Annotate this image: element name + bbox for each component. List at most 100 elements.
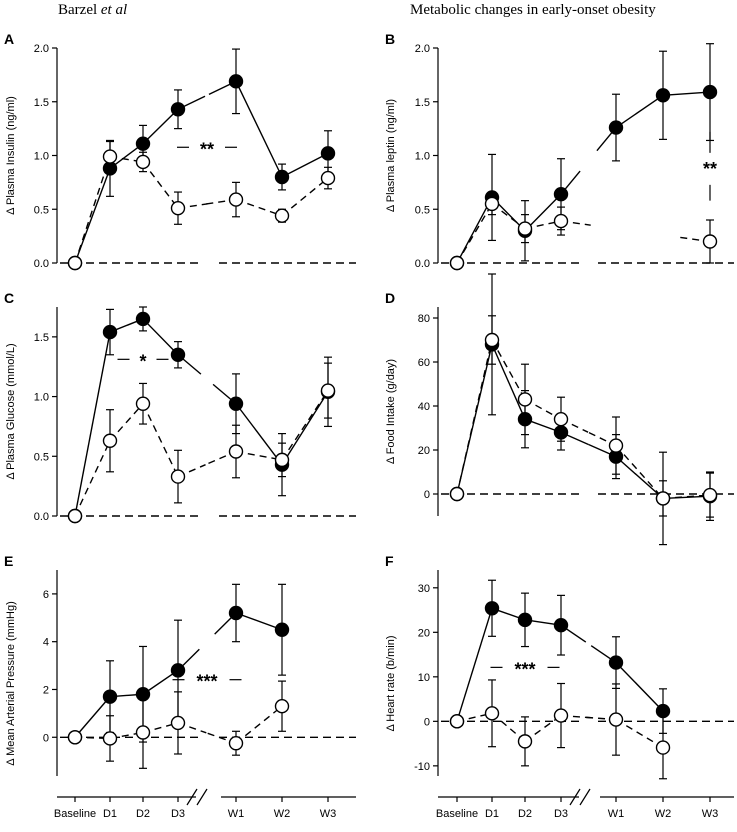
- panel-D-ylabel: Δ Food Intake (g/day): [385, 359, 397, 464]
- panel-D-filled-point: [517, 412, 533, 427]
- panel-F-ytick-label: 20: [418, 627, 430, 639]
- panel-F-open-point: [484, 706, 500, 721]
- panel-B-filled-line: [615, 94, 664, 129]
- panel-B-ytick-label: 1.5: [415, 97, 430, 109]
- x-tick-label-right: D1: [485, 808, 499, 820]
- panel-F-open-point: [655, 740, 671, 755]
- panel-F-filled-line: [615, 662, 664, 712]
- panel-C-filled-line: [142, 318, 179, 356]
- panel-D-ytick-label: 80: [418, 313, 430, 325]
- panel-A-ytick-label: 2.0: [34, 43, 49, 55]
- panel-F-ytick-label: 0: [424, 716, 430, 728]
- panel-F-open-point: [553, 708, 569, 723]
- panel-E-filled-line: [235, 612, 283, 631]
- header-right: Metabolic changes in early-onset obesity: [410, 2, 656, 18]
- panel-D-open-point: [655, 491, 671, 506]
- panel-F-letter: F: [385, 553, 394, 569]
- x-axis-break-mark: [569, 788, 581, 806]
- panel-A-open-point: [228, 192, 244, 207]
- panel-D-ytick-label: 20: [418, 445, 430, 457]
- panel-A-filled-point: [274, 169, 290, 185]
- panel-A-open-point: [102, 149, 118, 164]
- panel-A-open-point: [170, 200, 186, 216]
- panel-B-open-point: [553, 213, 569, 229]
- panel-C-ylabel: Δ Plasma Glucose (mmol/L): [5, 343, 17, 479]
- panel-C-filled-line: [235, 403, 283, 466]
- panel-E-filled-point: [274, 622, 290, 637]
- panel-D-open-point: [608, 438, 624, 453]
- panel-F-filled-line: [456, 608, 493, 722]
- panel-D-open-point: [449, 486, 465, 502]
- panel-B-ytick-label: 1.0: [415, 151, 430, 163]
- panel-C-open-point: [320, 383, 336, 398]
- panel-D-open-line: [662, 494, 711, 500]
- panel-B-open-point: [702, 234, 718, 249]
- panel-C-filled-line: [281, 391, 329, 466]
- panel-E-open-point: [102, 731, 118, 746]
- panel-C-filled-point: [228, 396, 244, 411]
- panel-E-ytick-label: 6: [43, 589, 49, 601]
- x-tick-label-left: W2: [274, 808, 291, 820]
- panel-F-filled-point: [484, 601, 500, 616]
- panel-F-open-point: [449, 714, 465, 729]
- x-tick-label-right: W3: [702, 808, 719, 820]
- panel-D-ytick-label: 40: [418, 401, 430, 413]
- panel-B-ylabel: Δ Plasma leptin (ng/ml): [385, 99, 397, 212]
- x-axis-break-mark: [186, 788, 198, 806]
- panel-E-ytick-label: 4: [43, 637, 49, 649]
- panel-A-ytick-label: 0.5: [34, 204, 49, 216]
- panel-F-filled-point: [553, 617, 569, 633]
- panel-E-open-point: [67, 730, 83, 745]
- panel-B-filled-point: [553, 186, 569, 202]
- panel-C-open-line: [74, 440, 111, 517]
- panel-A-open-line: [281, 177, 329, 217]
- panel-C-open-line: [235, 450, 283, 461]
- x-tick-label-left: W1: [228, 808, 245, 820]
- header-left-author: Barzel: [58, 2, 98, 18]
- panel-F-filled-point: [517, 612, 533, 628]
- panel-A-filled-point: [135, 136, 151, 151]
- x-tick-label-left: Baseline: [54, 808, 96, 820]
- panel-B-filled-point: [655, 88, 671, 103]
- panel-C-open-point: [135, 396, 151, 411]
- panel-F-ytick-label: 30: [418, 583, 430, 595]
- x-tick-label-left: W3: [320, 808, 337, 820]
- panel-F-significance: ***: [514, 659, 535, 679]
- x-axis-break-mark: [196, 788, 208, 806]
- panel-A-ytick-label: 1.5: [34, 97, 49, 109]
- panel-C-open-point: [228, 444, 244, 459]
- panel-F-filled-point: [608, 655, 624, 670]
- panel-A-filled-point: [228, 74, 244, 89]
- panel-A-open-point: [67, 255, 83, 271]
- panel-C-open-point: [274, 452, 290, 468]
- panel-B-open-point: [517, 221, 533, 236]
- panel-A-filled-point: [102, 161, 118, 176]
- x-tick-label-left: D2: [136, 808, 150, 820]
- panel-A-filled-point: [320, 146, 336, 161]
- panel-C-open-point: [102, 433, 118, 448]
- panel-F-ylabel: Δ Heart rate (b/min): [385, 636, 397, 732]
- x-tick-label-right: D3: [554, 808, 568, 820]
- panel-A-filled-point: [170, 102, 186, 117]
- panel-F-open-line: [524, 714, 562, 742]
- panel-C-ytick-label: 1.5: [34, 332, 49, 344]
- panel-A-open-point: [320, 170, 336, 186]
- panel-B-filled-point: [608, 120, 624, 135]
- panel-A-ytick-label: 1.0: [34, 151, 49, 163]
- panel-D-letter: D: [385, 290, 395, 306]
- panel-E-open-point: [135, 725, 151, 740]
- panel-C-open-line: [281, 390, 329, 461]
- panel-F-filled-point: [655, 703, 671, 719]
- panel-A-ytick-label: 0.0: [34, 258, 49, 270]
- panel-C-filled-line: [74, 331, 111, 517]
- panel-A-filled-line: [142, 108, 179, 145]
- panel-E-filled-point: [170, 663, 186, 678]
- panel-E-ylabel: Δ Mean Arterial Pressure (mmHg): [5, 601, 17, 765]
- panel-E-letter: E: [4, 553, 13, 569]
- x-axis-break-mark: [579, 788, 591, 806]
- panel-C-letter: C: [4, 290, 14, 306]
- panel-A-filled-line: [235, 81, 283, 178]
- panel-B-ytick-label: 2.0: [415, 43, 430, 55]
- panel-A-letter: A: [4, 31, 14, 47]
